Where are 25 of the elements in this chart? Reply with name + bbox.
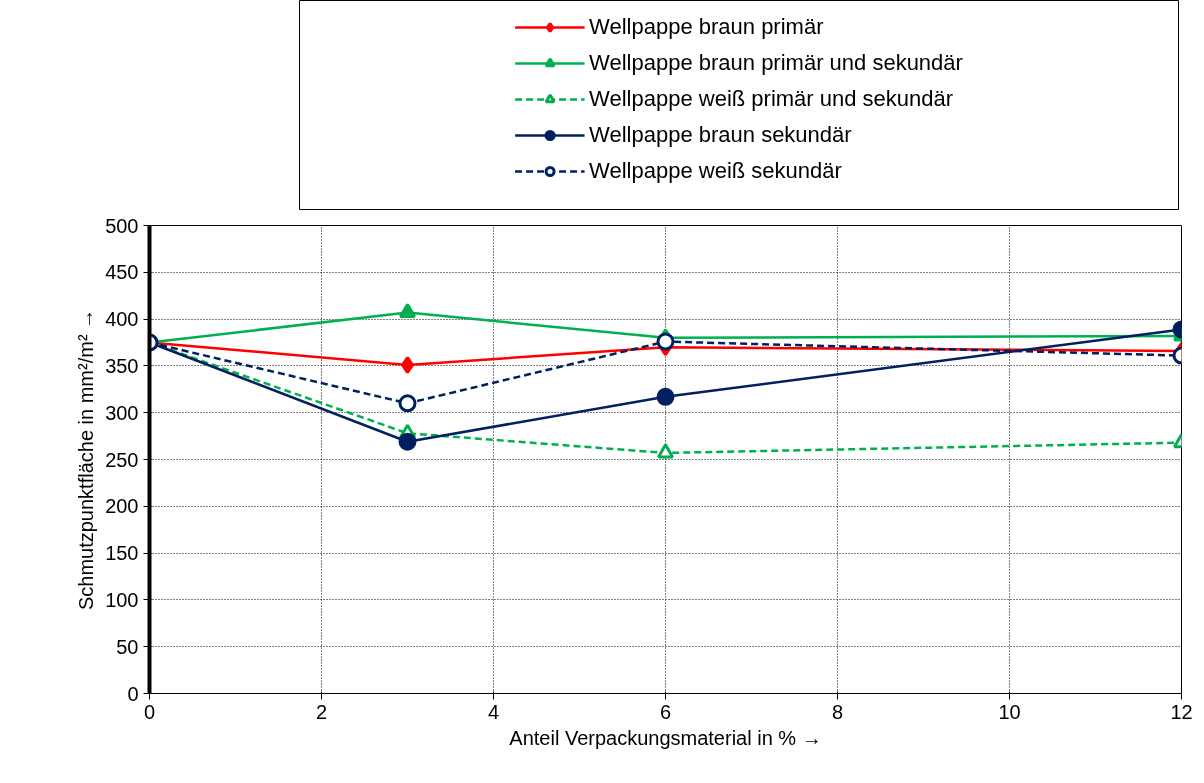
x-tick-label: 12 bbox=[1170, 700, 1193, 723]
y-tick-label: 150 bbox=[105, 542, 139, 565]
y-axis-title: Schmutzpunktfläche in mm²/m² → bbox=[75, 308, 98, 611]
y-tick-label: 350 bbox=[105, 354, 139, 377]
legend-label: Wellpappe weiß sekundär bbox=[589, 157, 842, 185]
y-tick-label: 50 bbox=[116, 635, 139, 658]
y-tick-label: 500 bbox=[105, 214, 139, 237]
legend-label: Wellpappe braun primär bbox=[589, 13, 824, 41]
y-tick-label: 0 bbox=[127, 682, 139, 705]
legend-label: Wellpappe weiß primär und sekundär bbox=[589, 85, 954, 113]
x-tick-label: 6 bbox=[659, 700, 672, 723]
x-tick-label: 0 bbox=[143, 700, 156, 723]
y-tick-label: 100 bbox=[105, 588, 139, 611]
x-tick-label: 4 bbox=[487, 700, 500, 723]
y-tick-label: 300 bbox=[105, 401, 139, 424]
x-tick-label: 8 bbox=[831, 700, 844, 723]
legend-label: Wellpappe braun sekundär bbox=[589, 121, 852, 149]
legend-label: Wellpappe braun primär und sekundär bbox=[589, 49, 963, 77]
y-tick-label: 400 bbox=[105, 308, 139, 331]
x-axis-title: Anteil Verpackungsmaterial in % → bbox=[509, 726, 822, 749]
y-tick-label: 250 bbox=[105, 448, 139, 471]
x-tick-label: 10 bbox=[998, 700, 1021, 723]
x-tick-label: 2 bbox=[315, 700, 328, 723]
y-tick-label: 450 bbox=[105, 261, 139, 284]
y-tick-label: 200 bbox=[105, 495, 139, 518]
